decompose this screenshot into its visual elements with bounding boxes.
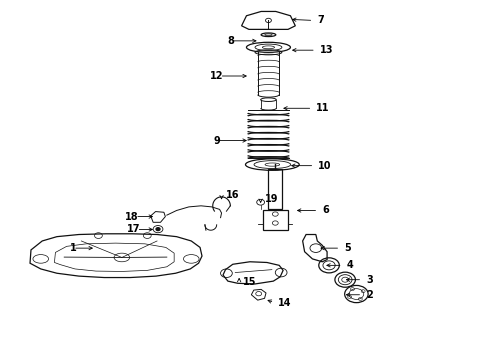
Text: 11: 11: [317, 103, 330, 113]
Text: 1: 1: [70, 243, 77, 253]
Text: 16: 16: [225, 190, 239, 200]
Text: 12: 12: [210, 71, 223, 81]
Text: 10: 10: [318, 161, 332, 171]
Text: 19: 19: [265, 194, 278, 204]
Text: 9: 9: [214, 136, 220, 145]
Text: 3: 3: [366, 275, 373, 285]
Text: 14: 14: [278, 298, 292, 308]
Text: 2: 2: [366, 290, 373, 300]
Text: 4: 4: [346, 260, 353, 270]
Text: 18: 18: [125, 212, 139, 221]
Text: 7: 7: [318, 15, 324, 26]
Text: 8: 8: [227, 36, 234, 46]
Text: 15: 15: [243, 277, 257, 287]
Text: 13: 13: [320, 45, 333, 55]
Text: 17: 17: [127, 225, 141, 234]
Circle shape: [156, 228, 160, 230]
Text: 5: 5: [344, 243, 351, 253]
Text: 6: 6: [322, 206, 329, 216]
